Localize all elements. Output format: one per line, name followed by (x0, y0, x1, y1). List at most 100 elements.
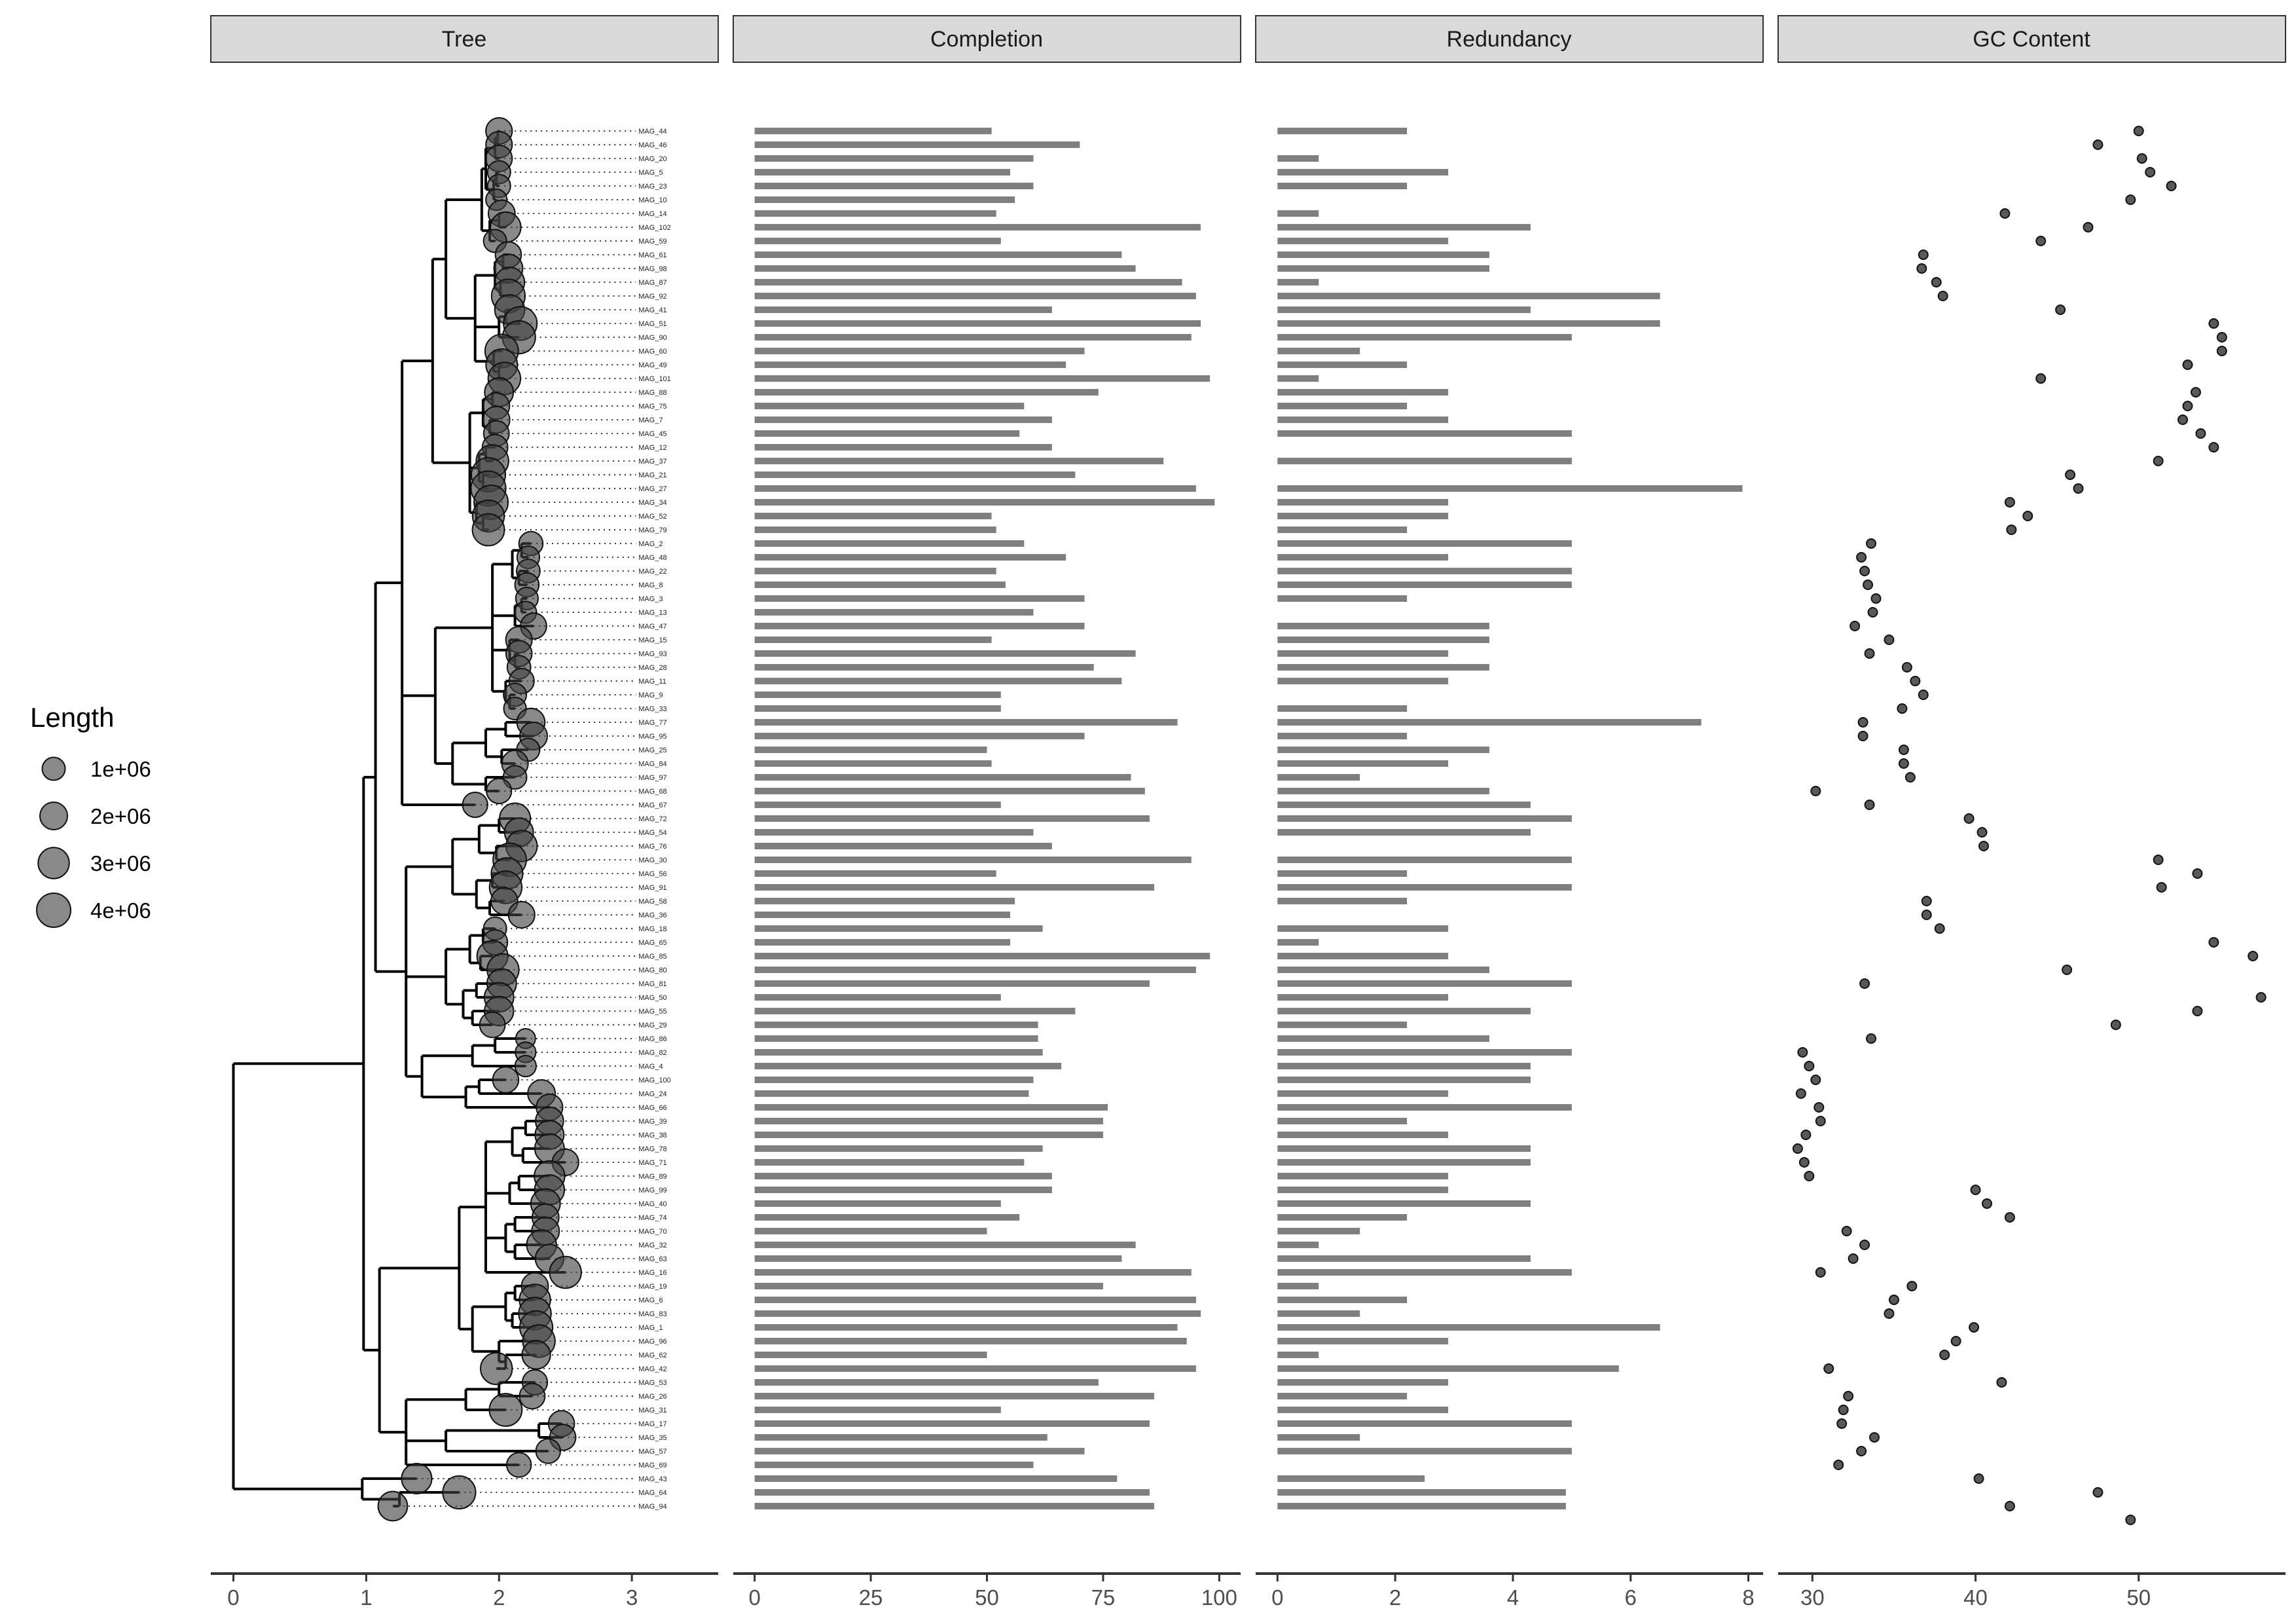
gc-point (1856, 1446, 1867, 1456)
gc-point (1897, 703, 1908, 714)
redundancy-bar (1277, 306, 1531, 313)
tree-panel: MAG_44 MAG_46 MAG_20 MAG_5 MAG_23 MAG_10 MAG_1… (232, 117, 671, 1522)
completion-bar (754, 1407, 1001, 1413)
gc-point (2192, 868, 2203, 879)
x-axis-tick-label: 6 (1625, 1585, 1637, 1610)
tip-label: MAG_95 (638, 733, 666, 741)
gc-point (2166, 181, 2177, 191)
tip-length-point (462, 791, 488, 819)
redundancy-bar (1277, 1132, 1448, 1138)
tip-length-point (377, 1490, 409, 1522)
redundancy-bar (1277, 568, 1572, 574)
completion-bar (754, 169, 1010, 175)
completion-bar (754, 403, 1025, 409)
tip-label: MAG_53 (638, 1379, 666, 1387)
tip-label: MAG_5 (638, 169, 663, 177)
completion-bar (754, 1338, 1187, 1344)
gc-point (1973, 1473, 1984, 1484)
strip-completion: Completion (733, 15, 1241, 63)
redundancy-bar (1277, 485, 1743, 492)
redundancy-bar (1277, 939, 1319, 946)
redundancy-bar (1277, 1503, 1566, 1509)
completion-bar (754, 747, 987, 753)
redundancy-bar (1277, 898, 1408, 904)
gc-point (2062, 965, 2073, 975)
tip-label: MAG_84 (638, 760, 666, 768)
redundancy-bar (1277, 403, 1408, 409)
completion-bar (754, 1035, 1038, 1042)
completion-bar (754, 183, 1034, 189)
gc-point (1810, 1075, 1821, 1085)
gc-point (1815, 1267, 1826, 1278)
gc-point (1800, 1130, 1812, 1140)
strip-redundancy-label: Redundancy (1447, 27, 1572, 52)
tip-label: MAG_79 (638, 526, 666, 534)
gc-point (1910, 676, 1921, 686)
tip-label: MAG_17 (638, 1420, 666, 1428)
completion-bar (754, 1255, 1122, 1262)
tip-label: MAG_36 (638, 912, 666, 919)
redundancy-bar (1277, 884, 1572, 891)
tip-label: MAG_57 (638, 1448, 666, 1456)
completion-bar (754, 1297, 1196, 1303)
gc-point (1836, 1418, 1848, 1429)
x-axis-tick-label: 2 (1389, 1585, 1401, 1610)
tip-label: MAG_60 (638, 348, 666, 356)
tip-label: MAG_91 (638, 884, 666, 892)
redundancy-bar (1277, 499, 1448, 506)
gc-point (2004, 1212, 2015, 1223)
redundancy-bar (1277, 1434, 1360, 1441)
completion-bar (754, 870, 996, 877)
completion-bar (754, 1077, 1034, 1083)
completion-bar (754, 306, 1052, 313)
redundancy-bar (1277, 705, 1408, 712)
redundancy-bar (1277, 334, 1572, 341)
tip-label: MAG_68 (638, 788, 666, 796)
redundancy-panel (1277, 128, 1743, 1509)
gc-point (2004, 497, 2015, 507)
completion-panel (754, 128, 1215, 1509)
gc-point (1857, 717, 1868, 728)
gc-point (2022, 511, 2033, 521)
gc-point (2065, 470, 2076, 480)
gc-point (1981, 1198, 1992, 1209)
x-axis-tick-label: 50 (2126, 1585, 2151, 1610)
tip-label: MAG_76 (638, 843, 666, 851)
gc-point (2125, 194, 2136, 205)
redundancy-bar (1277, 183, 1408, 189)
completion-bar (754, 485, 1196, 492)
completion-bar (754, 815, 1150, 822)
gc-point (2004, 1501, 2015, 1511)
gc-point (1999, 208, 2011, 219)
completion-bar (754, 1022, 1038, 1028)
completion-bar (754, 568, 996, 574)
gc-point (1996, 1377, 2007, 1388)
tip-label: MAG_11 (638, 678, 666, 686)
tip-label: MAG_62 (638, 1352, 666, 1359)
tip-label: MAG_69 (638, 1462, 666, 1469)
tip-label: MAG_42 (638, 1365, 666, 1373)
tip-label: MAG_83 (638, 1310, 666, 1318)
x-axis-tick-label: 75 (1091, 1585, 1116, 1610)
tip-label: MAG_56 (638, 870, 666, 878)
completion-bar (754, 1187, 1052, 1193)
gc-point (1866, 538, 1877, 549)
completion-bar (754, 637, 992, 643)
strip-gc-content: GC Content (1777, 15, 2286, 63)
redundancy-bar (1277, 155, 1319, 162)
redundancy-bar (1277, 747, 1489, 753)
gc-point (2110, 1020, 2121, 1030)
tip-length-point (505, 1452, 532, 1478)
tip-label: MAG_38 (638, 1132, 666, 1139)
tip-label: MAG_88 (638, 389, 666, 397)
completion-bar (754, 774, 1131, 781)
tip-length-point (549, 1255, 582, 1289)
x-axis-tick-label: 4 (1507, 1585, 1519, 1610)
tip-length-point (519, 1382, 546, 1410)
tip-label: MAG_74 (638, 1214, 666, 1222)
gc-point (2136, 153, 2147, 164)
x-axis-tick-label: 50 (975, 1585, 999, 1610)
gc-point (1864, 648, 1875, 659)
completion-bar (754, 1462, 1034, 1468)
completion-bar (754, 1008, 1076, 1014)
